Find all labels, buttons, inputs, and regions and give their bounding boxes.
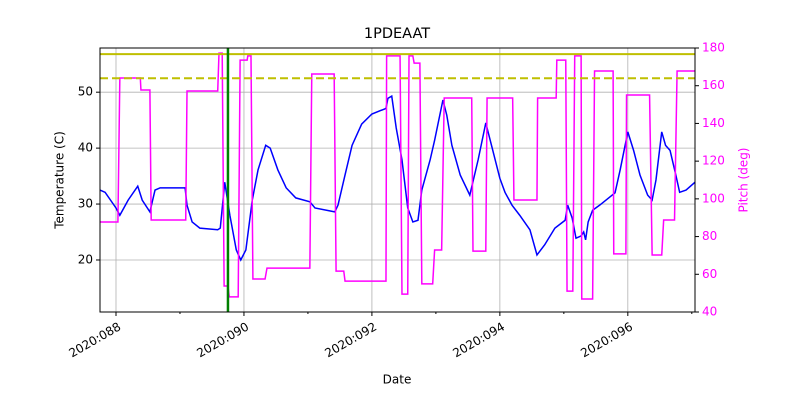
series-line: [100, 94, 695, 262]
y2-axis-label: Pitch (deg): [737, 147, 751, 212]
y2-tick-label: 180: [702, 41, 725, 55]
x-tick-label: 2020:092: [322, 320, 379, 361]
x-axis-label: Date: [383, 373, 412, 387]
y2-tick-label: 100: [702, 191, 725, 205]
x-tick-label: 2020:094: [450, 320, 507, 361]
y2-tick-label: 80: [702, 229, 717, 243]
chart-title: 1PDEAAT: [364, 26, 430, 42]
series-line: [100, 52, 695, 300]
y-tick-label: 20: [78, 252, 93, 266]
x-tick-label: 2020:096: [578, 320, 635, 361]
plot-frame: [99, 47, 696, 313]
y-tick-label: 40: [78, 141, 93, 155]
x-tick-label: 2020:090: [194, 320, 251, 361]
y-axis-label: Temperature (C): [53, 131, 67, 230]
x-tick-label: 2020:088: [66, 320, 123, 361]
y2-tick-label: 60: [702, 267, 717, 281]
y-tick-label: 30: [78, 197, 93, 211]
y2-tick-label: 120: [702, 154, 725, 168]
y2-tick-label: 40: [702, 305, 717, 319]
y-tick-label: 50: [78, 85, 93, 99]
y2-tick-label: 160: [702, 78, 725, 92]
y2-tick-label: 140: [702, 116, 725, 130]
